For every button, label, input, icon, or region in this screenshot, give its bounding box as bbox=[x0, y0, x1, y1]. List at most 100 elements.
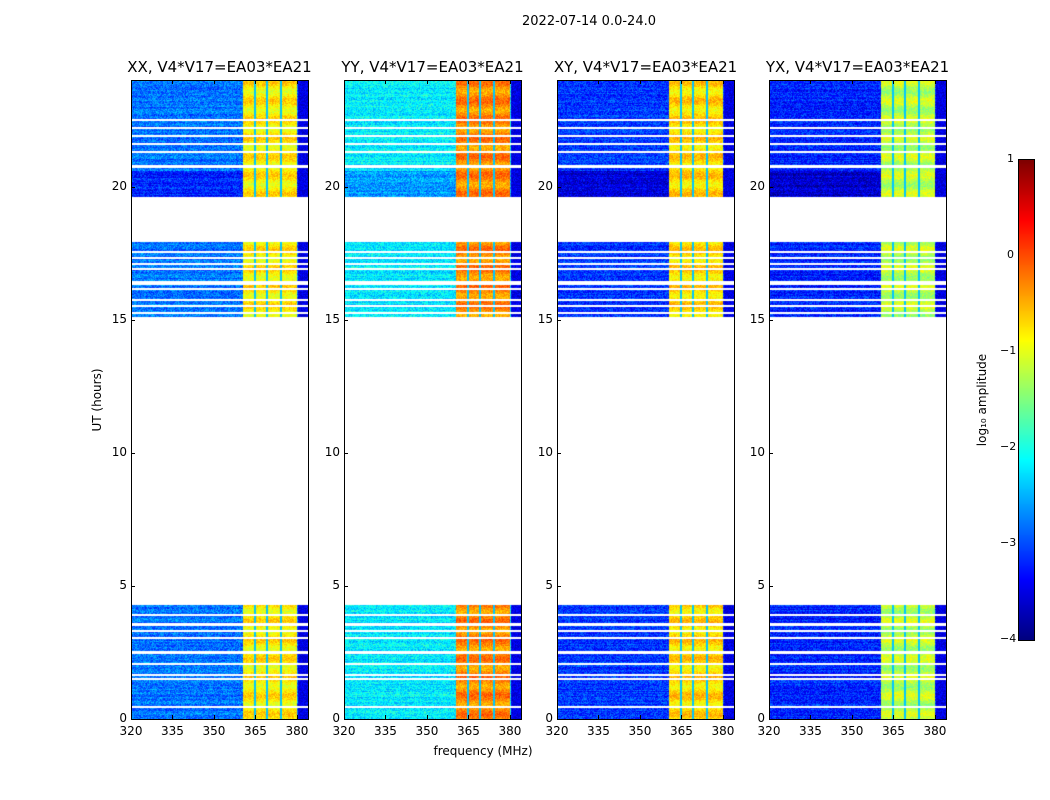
x-tick-mark bbox=[598, 715, 600, 719]
x-tick-label: 335 bbox=[374, 724, 397, 738]
x-tick-mark-top bbox=[598, 80, 600, 84]
y-tick-label: 20 bbox=[537, 178, 553, 193]
y-tick-mark bbox=[344, 186, 348, 188]
x-tick-mark bbox=[722, 715, 724, 719]
x-tick-mark bbox=[172, 715, 174, 719]
y-tick-label: 10 bbox=[537, 444, 553, 459]
x-tick-label: 335 bbox=[161, 724, 184, 738]
y-tick-mark bbox=[344, 452, 348, 454]
y-tick-mark bbox=[769, 452, 773, 454]
x-tick-mark bbox=[385, 715, 387, 719]
x-tick-label: 365 bbox=[457, 724, 480, 738]
x-tick-mark-top bbox=[769, 80, 770, 84]
y-tick-mark bbox=[557, 719, 561, 720]
x-tick-label: 365 bbox=[882, 724, 905, 738]
y-tick-label: 0 bbox=[119, 711, 127, 725]
x-tick-label: 350 bbox=[202, 724, 226, 738]
x-tick-mark-top bbox=[385, 80, 387, 84]
y-tick-mark bbox=[131, 452, 135, 454]
panel-title: XY, V4*V17=EA03*EA21 bbox=[553, 58, 738, 76]
x-tick-mark bbox=[255, 715, 257, 719]
heatmap-panel-1 bbox=[344, 80, 521, 719]
y-tick-label: 5 bbox=[119, 577, 127, 592]
y-tick-label: 20 bbox=[111, 178, 127, 193]
panel-frame bbox=[344, 80, 522, 720]
x-tick-label: 350 bbox=[840, 724, 864, 738]
x-tick-mark-top bbox=[426, 80, 428, 84]
y-tick-label: 15 bbox=[324, 311, 340, 326]
y-tick-mark bbox=[769, 719, 773, 720]
x-tick-mark-top bbox=[344, 80, 345, 84]
y-tick-label: 0 bbox=[757, 711, 765, 725]
colorbar-tick-label: −3 bbox=[1000, 536, 1017, 549]
y-tick-mark bbox=[557, 585, 561, 587]
x-tick-label: 320 bbox=[332, 724, 356, 738]
x-tick-label: 365 bbox=[670, 724, 693, 738]
x-tick-mark-top bbox=[131, 80, 132, 84]
x-tick-mark-top bbox=[296, 80, 298, 84]
x-tick-mark bbox=[769, 715, 770, 719]
x-tick-label: 320 bbox=[545, 724, 569, 738]
x-tick-mark bbox=[681, 715, 683, 719]
x-tick-mark bbox=[509, 715, 511, 719]
x-tick-mark bbox=[851, 715, 853, 719]
x-tick-mark-top bbox=[639, 80, 641, 84]
y-tick-mark bbox=[344, 319, 348, 321]
x-tick-mark bbox=[344, 715, 345, 719]
y-tick-label: 15 bbox=[537, 311, 553, 326]
colorbar-tick-label: 1 bbox=[1007, 152, 1014, 165]
x-tick-mark-top bbox=[468, 80, 470, 84]
colorbar-frame bbox=[1018, 159, 1035, 641]
y-tick-mark bbox=[131, 319, 135, 321]
x-tick-mark bbox=[557, 715, 558, 719]
figure-suptitle: 2022-07-14 0.0-24.0 bbox=[522, 14, 656, 29]
x-tick-label: 320 bbox=[757, 724, 781, 738]
y-tick-mark bbox=[344, 585, 348, 587]
y-tick-label: 15 bbox=[749, 311, 765, 326]
y-tick-mark bbox=[131, 719, 135, 720]
y-tick-label: 20 bbox=[324, 178, 340, 193]
y-tick-label: 5 bbox=[332, 577, 340, 592]
x-tick-mark bbox=[810, 715, 812, 719]
x-tick-mark bbox=[213, 715, 215, 719]
x-tick-mark bbox=[639, 715, 641, 719]
y-tick-label: 20 bbox=[749, 178, 765, 193]
y-tick-label: 5 bbox=[757, 577, 765, 592]
x-tick-mark-top bbox=[810, 80, 812, 84]
y-tick-mark bbox=[769, 186, 773, 188]
y-axis-label: UT (hours) bbox=[90, 368, 104, 432]
y-tick-mark bbox=[557, 319, 561, 321]
y-tick-mark bbox=[344, 719, 348, 720]
x-tick-mark bbox=[426, 715, 428, 719]
colorbar-tick-label: −1 bbox=[1000, 344, 1017, 357]
x-tick-mark bbox=[131, 715, 132, 719]
colorbar-tick-label: −4 bbox=[1000, 632, 1017, 645]
colorbar-tick-label: 0 bbox=[1007, 248, 1014, 261]
x-tick-label: 320 bbox=[119, 724, 143, 738]
x-tick-label: 335 bbox=[587, 724, 610, 738]
y-tick-mark bbox=[769, 319, 773, 321]
x-tick-mark-top bbox=[934, 80, 936, 84]
x-tick-mark bbox=[468, 715, 470, 719]
y-tick-mark bbox=[557, 186, 561, 188]
panel-frame bbox=[769, 80, 947, 720]
x-tick-mark-top bbox=[722, 80, 724, 84]
x-tick-mark bbox=[893, 715, 895, 719]
x-tick-label: 335 bbox=[799, 724, 822, 738]
x-tick-label: 350 bbox=[415, 724, 439, 738]
y-tick-mark bbox=[131, 585, 135, 587]
y-tick-label: 15 bbox=[111, 311, 127, 326]
x-tick-mark-top bbox=[893, 80, 895, 84]
y-tick-label: 0 bbox=[545, 711, 553, 725]
heatmap-panel-2 bbox=[557, 80, 734, 719]
y-tick-mark bbox=[769, 585, 773, 587]
x-tick-label: 365 bbox=[244, 724, 267, 738]
x-tick-mark-top bbox=[213, 80, 215, 84]
panel-frame bbox=[557, 80, 735, 720]
y-tick-label: 0 bbox=[332, 711, 340, 725]
panel-frame bbox=[131, 80, 309, 720]
y-tick-label: 10 bbox=[324, 444, 340, 459]
x-tick-mark bbox=[934, 715, 936, 719]
x-tick-label: 380 bbox=[923, 724, 947, 738]
